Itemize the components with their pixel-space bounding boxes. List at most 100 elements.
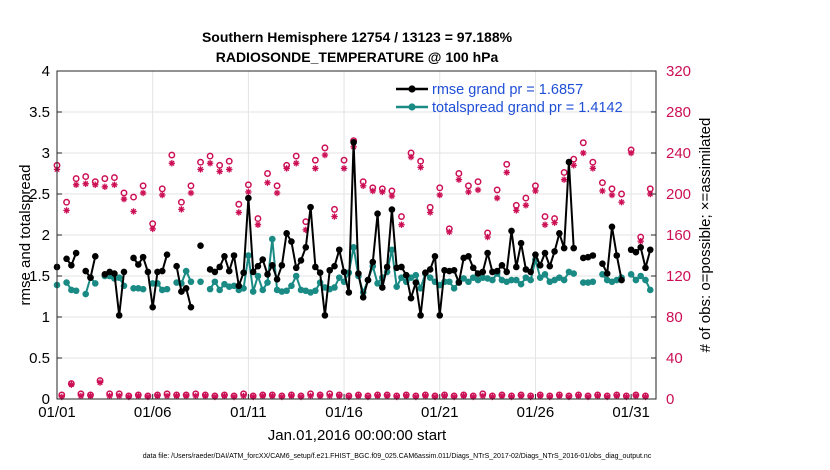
rmse-point <box>211 268 219 276</box>
obs-assimilated-stroke <box>63 207 70 214</box>
obs-assimilated-marker <box>264 179 271 186</box>
rmse-point <box>115 312 123 319</box>
rmse-point <box>412 279 420 286</box>
rmse-point <box>407 294 415 302</box>
obs-assimilated-stroke <box>585 394 591 400</box>
obs-assimilated-stroke <box>279 394 285 400</box>
rmse-point <box>225 267 233 275</box>
obs-possible-marker <box>541 213 549 221</box>
y-left-tick-label: 3.5 <box>29 104 50 121</box>
totalspread-point <box>182 267 190 275</box>
totalspread-point <box>417 285 424 292</box>
rmse-point <box>91 253 99 260</box>
obs-assimilated-stroke <box>188 190 194 196</box>
obs-assimilated-stroke <box>83 181 89 187</box>
rmse-point <box>350 139 357 146</box>
rmse-point <box>398 263 405 271</box>
legend-spread-marker <box>408 103 416 111</box>
totalspread-point <box>560 276 568 284</box>
obs-assimilated-stroke <box>154 393 161 399</box>
obs-assimilated-marker <box>355 392 362 400</box>
obs-assimilated-stroke <box>599 188 606 194</box>
rmse-point <box>508 227 515 235</box>
obs-assimilated-marker <box>288 392 295 400</box>
rmse-point <box>536 262 544 269</box>
y-left-tick-label: 1.5 <box>29 268 50 285</box>
obs-possible-marker <box>560 169 568 176</box>
totalspread-point <box>536 274 544 281</box>
obs-assimilated-marker <box>417 164 424 171</box>
obs-assimilated-marker <box>422 392 429 400</box>
obs-assimilated-stroke <box>504 169 510 176</box>
obs-assimilated-marker <box>388 192 396 200</box>
obs-assimilated-marker <box>216 168 223 175</box>
totalspread-point <box>187 278 195 286</box>
totalspread-point <box>374 280 381 287</box>
obs-assimilated-stroke <box>341 165 347 172</box>
totalspread-point <box>211 278 219 286</box>
rmse-point <box>455 279 463 286</box>
obs-possible-marker <box>158 185 166 193</box>
obs-assimilated-stroke <box>422 393 429 399</box>
obs-assimilated-stroke <box>135 393 142 399</box>
obs-assimilated-stroke <box>379 189 386 195</box>
rmse-point <box>465 253 472 260</box>
obs-assimilated-marker <box>249 393 257 401</box>
obs-assimilated-stroke <box>561 176 567 183</box>
totalspread-point <box>541 271 549 278</box>
obs-assimilated-stroke <box>283 165 290 172</box>
obs-assimilated-stroke <box>87 393 94 399</box>
rmse-point <box>551 248 558 255</box>
obs-assimilated-marker <box>608 191 616 199</box>
obs-possible-marker <box>197 158 204 166</box>
chart-title-line-1: Southern Hemisphere 12754 / 13123 = 97.1… <box>202 29 513 45</box>
obs-possible-marker <box>331 205 338 213</box>
rmse-point <box>335 246 343 254</box>
obs-assimilated-stroke <box>169 160 175 166</box>
obs-assimilated-marker <box>173 392 180 400</box>
totalspread-point <box>197 278 204 286</box>
y-left-tick-label: 4 <box>42 63 50 80</box>
obs-assimilated-stroke <box>389 193 395 199</box>
obs-assimilated-stroke <box>331 213 338 220</box>
chart-legend: rmse grand pr = 1.6857 totalspread grand… <box>396 82 623 116</box>
obs-possible-marker <box>225 157 233 165</box>
obs-assimilated-stroke <box>508 394 515 400</box>
obs-assimilated-stroke <box>633 393 639 399</box>
obs-assimilated-stroke <box>288 393 295 399</box>
obs-assimilated-stroke <box>594 393 601 399</box>
obs-assimilated-stroke <box>480 393 486 399</box>
rmse-point <box>479 268 487 276</box>
obs-possible-marker <box>130 193 137 201</box>
totalspread-point <box>288 282 295 290</box>
y-right-tick-label: 280 <box>666 104 691 121</box>
rmse-point <box>517 239 525 247</box>
totalspread-point <box>283 287 290 295</box>
obs-assimilated-marker <box>374 392 381 400</box>
obs-assimilated-marker <box>63 207 70 214</box>
obs-possible-marker <box>522 194 530 202</box>
totalspread-point <box>393 283 400 290</box>
obs-assimilated-marker <box>541 221 549 228</box>
obs-assimilated-marker <box>613 392 620 400</box>
totalspread-point <box>245 252 252 259</box>
rmse-point <box>369 258 377 266</box>
obs-possible-marker <box>589 158 597 166</box>
obs-assimilated-stroke <box>59 394 65 400</box>
rmse-point <box>388 206 396 213</box>
rmse-point <box>503 268 511 276</box>
obs-assimilated-marker <box>383 392 391 400</box>
rmse-point <box>68 262 75 269</box>
totalspread-point <box>517 280 525 288</box>
y-left-tick-label: 3 <box>42 145 50 162</box>
rmse-point <box>158 267 166 275</box>
obs-assimilated-stroke <box>130 208 137 215</box>
obs-assimilated-marker <box>331 213 338 220</box>
right-axis-ticks: 0 40 80 120 160 200 240 280 320 <box>651 63 691 408</box>
obs-assimilated-marker <box>493 194 501 202</box>
obs-possible-marker <box>206 152 214 160</box>
rmse-point <box>589 252 597 259</box>
rmse-point <box>556 230 563 237</box>
obs-assimilated-marker <box>426 209 434 216</box>
totalspread-point <box>579 279 587 286</box>
